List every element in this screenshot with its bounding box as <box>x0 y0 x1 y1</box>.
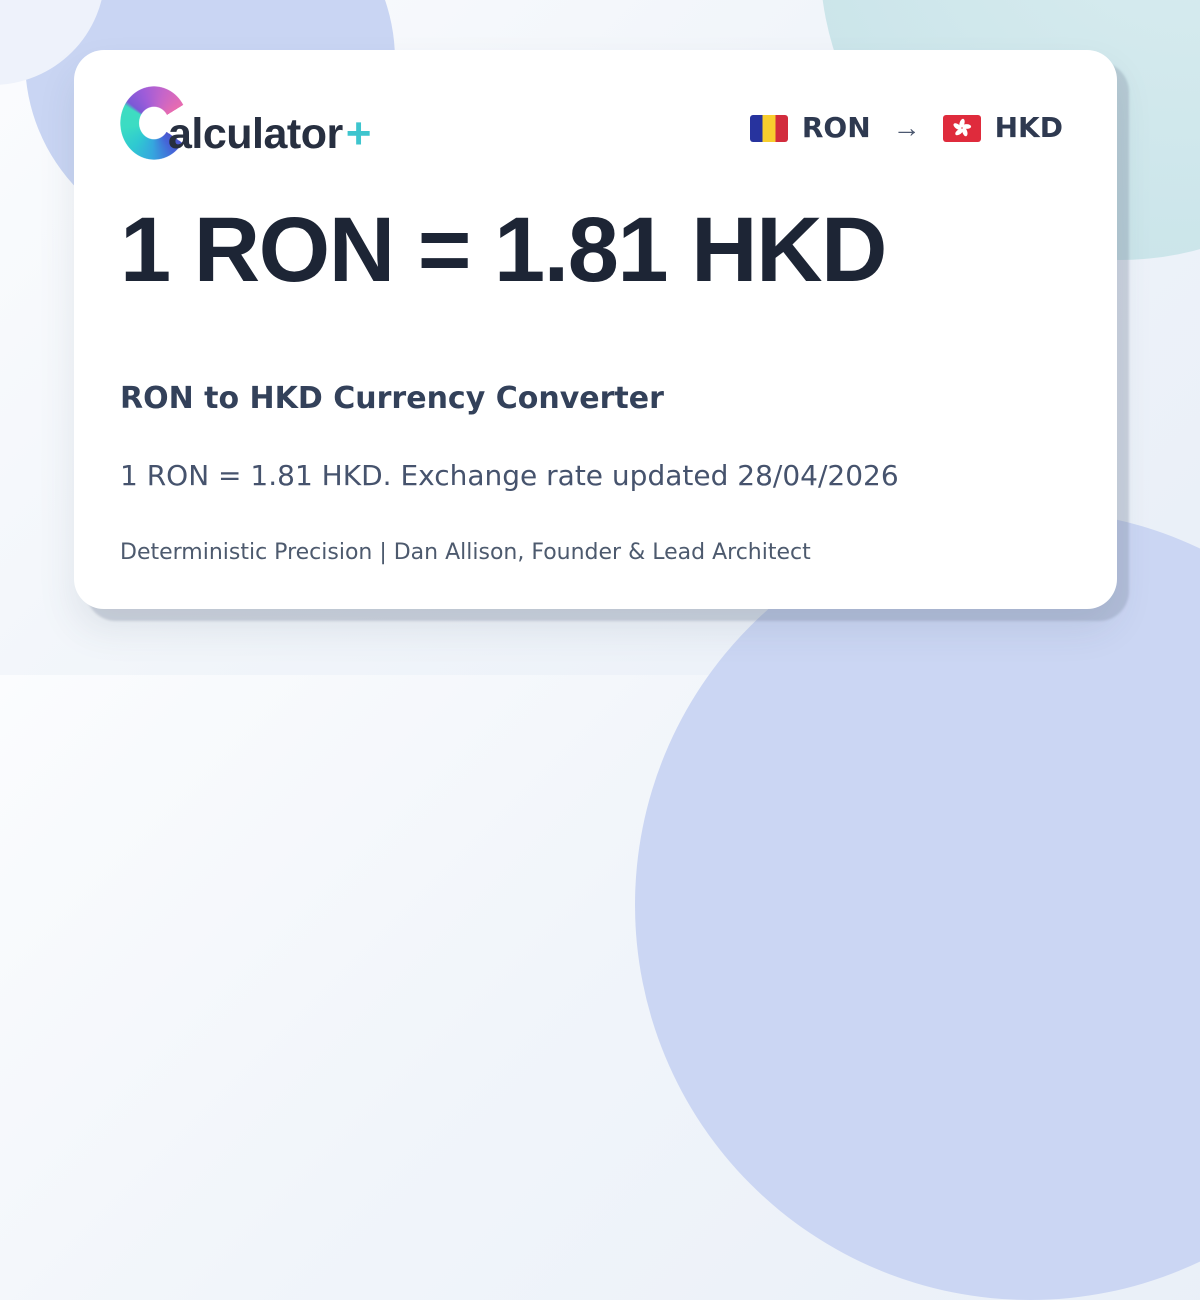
calculator-plus-logo: alculator + <box>120 86 371 160</box>
calculator-c-icon <box>120 86 188 160</box>
logo-wordmark: alculator <box>168 110 343 158</box>
converter-title: RON to HKD Currency Converter <box>120 381 664 416</box>
logo-plus-sign: + <box>345 109 372 158</box>
currency-pair: RON → HKD <box>749 111 1063 144</box>
rate-summary: 1 RON = 1.81 HKD. Exchange rate updated … <box>120 459 899 492</box>
to-currency-code: HKD <box>994 111 1063 144</box>
exchange-rate-headline: 1 RON = 1.81 HKD <box>120 199 887 301</box>
hong-kong-flag-icon <box>942 114 981 142</box>
romania-flag-icon <box>749 114 788 142</box>
bg-circle-bottom-right <box>635 510 1200 1300</box>
card-header: alculator + RON → <box>120 86 1063 160</box>
arrow-right-icon: → <box>892 112 921 143</box>
from-currency-code: RON <box>801 111 871 144</box>
bauhinia-flower-icon <box>953 118 971 137</box>
footer-tagline: Deterministic Precision | Dan Allison, F… <box>120 540 811 566</box>
converter-card: alculator + RON → <box>74 50 1117 609</box>
